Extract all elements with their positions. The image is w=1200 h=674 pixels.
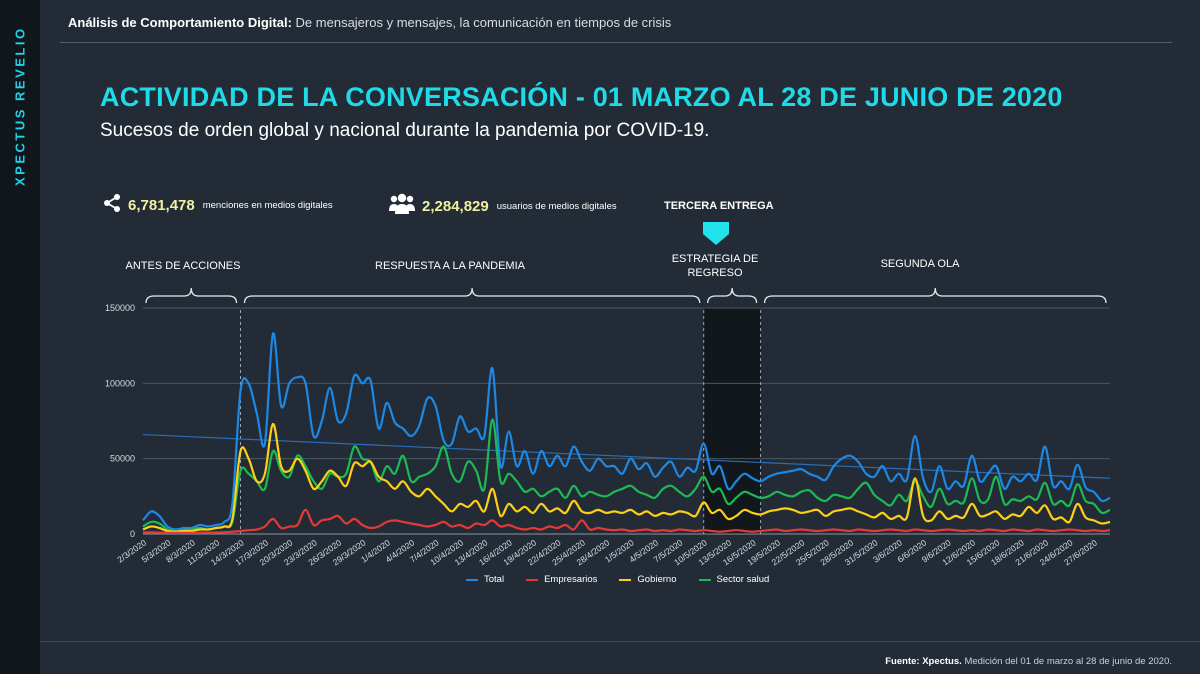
legend-item-empresarios: Empresarios <box>526 574 597 585</box>
share-icon <box>102 193 122 218</box>
series-lines <box>142 332 1111 534</box>
series-line-total <box>142 332 1111 531</box>
page-title: ACTIVIDAD DE LA CONVERSACIÓN - 01 MARZO … <box>100 82 1063 112</box>
series-line-salud <box>142 418 1111 533</box>
period-brace <box>243 287 701 304</box>
y-tick-label: 100000 <box>105 378 135 388</box>
kpi-mentions-value: 6,781,478 <box>128 197 195 214</box>
footer-source: Fuente: Xpectus. Medición del 01 de marz… <box>885 656 1172 667</box>
legend-swatch-gobierno <box>619 578 632 581</box>
page-subtitle: Sucesos de orden global y nacional duran… <box>100 120 710 141</box>
chart-legend: Total Empresarios Gobierno Sector salud <box>466 574 769 585</box>
footer-bold: Fuente: Xpectus. <box>885 656 962 667</box>
legend-label-gobierno: Gobierno <box>637 574 677 585</box>
period-brace <box>763 287 1107 304</box>
kpi-users-label: usuarios de medios digitales <box>496 201 617 212</box>
y-tick-label: 150000 <box>105 303 135 313</box>
legend-label-empresarios: Empresarios <box>544 574 598 585</box>
kpi-mentions-label: menciones en medios digitales <box>202 200 333 211</box>
series-line-gobierno <box>142 422 1111 533</box>
users-icon <box>388 193 416 220</box>
period-label-antes: ANTES DE ACCIONES <box>125 260 241 272</box>
legend-swatch-salud <box>698 578 711 581</box>
header-subtitle: De mensajeros y mensajes, la comunicació… <box>295 15 672 30</box>
period-brace <box>145 287 238 304</box>
x-tick-labels: 2/3/20205/3/20208/3/202011/3/202014/3/20… <box>115 537 1099 567</box>
highlight-band <box>703 308 761 534</box>
header-text: Análisis de Comportamiento Digital: De m… <box>68 15 671 30</box>
period-label-respuesta: RESPUESTA A LA PANDEMIA <box>375 260 525 272</box>
kpi-users: 2,284,829 usuarios de medios digitales <box>388 193 617 220</box>
sidebar: XPECTUS REVELIO <box>0 0 40 674</box>
grid-lines <box>143 307 1110 535</box>
series-line-empresarios <box>142 508 1111 534</box>
header-bold: Análisis de Comportamiento Digital: <box>68 15 292 30</box>
y-tick-label: 50000 <box>110 454 135 464</box>
kpi-mentions: 6,781,478 menciones en medios digitales <box>102 193 333 218</box>
footer-divider <box>40 641 1200 642</box>
legend-swatch-empresarios <box>526 578 539 581</box>
legend-label-salud: Sector salud <box>716 574 770 585</box>
kpi-users-value: 2,284,829 <box>422 198 489 215</box>
period-label-segunda-ola: SEGUNDA OLA <box>880 258 960 270</box>
y-tick-labels: 0 50000 100000 150000 <box>105 303 135 539</box>
total-trend-line <box>142 433 1111 479</box>
period-braces <box>145 287 1107 304</box>
callout-arrow <box>703 222 729 245</box>
period-label-estrategia: ESTRATEGIA DE REGRESO <box>671 253 759 279</box>
header-divider <box>60 42 1172 43</box>
footer-text: Medición del 01 de marzo al 28 de junio … <box>964 656 1172 667</box>
legend-label-total: Total <box>484 574 505 585</box>
legend-item-salud: Sector salud <box>698 574 770 585</box>
legend-item-total: Total <box>466 574 504 585</box>
y-tick-label: 0 <box>130 529 135 539</box>
period-dividers <box>240 310 762 534</box>
legend-swatch-total <box>466 578 478 581</box>
tercera-entrega-callout: TERCERA ENTREGA <box>664 200 774 212</box>
legend-item-gobierno: Gobierno <box>619 574 677 585</box>
period-brace <box>707 287 758 304</box>
